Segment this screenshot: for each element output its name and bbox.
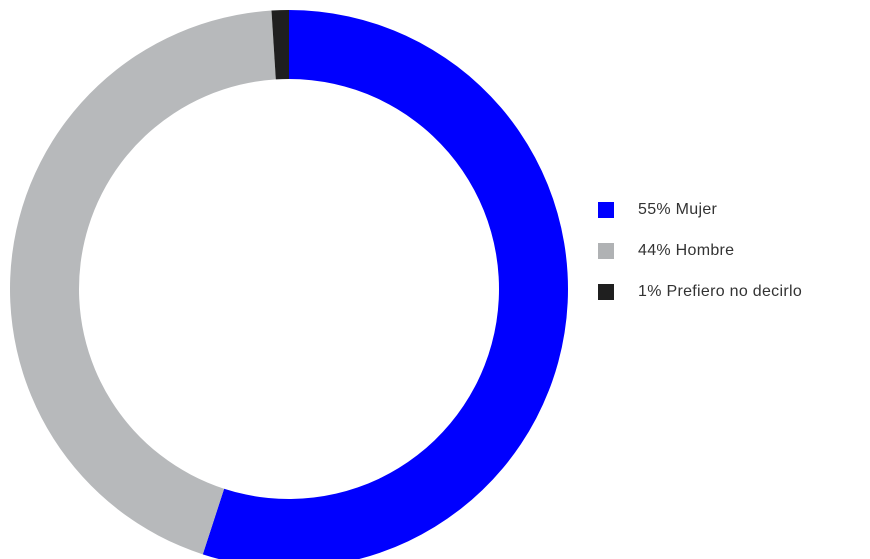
legend-item-prefiero-no-decirlo: 1% Prefiero no decirlo <box>598 282 863 302</box>
donut-slice-1 <box>10 11 276 555</box>
legend: 55% Mujer 44% Hombre 1% Prefiero no deci… <box>598 200 863 323</box>
legend-swatch-prefiero-no-decirlo <box>598 284 614 300</box>
legend-label-prefiero-no-decirlo: 1% Prefiero no decirlo <box>638 283 802 301</box>
legend-swatch-hombre <box>598 243 614 259</box>
donut-slice-0 <box>203 10 568 559</box>
legend-label-hombre: 44% Hombre <box>638 242 734 260</box>
legend-label-mujer: 55% Mujer <box>638 201 717 219</box>
legend-item-mujer: 55% Mujer <box>598 200 863 220</box>
legend-swatch-mujer <box>598 202 614 218</box>
legend-item-hombre: 44% Hombre <box>598 241 863 261</box>
